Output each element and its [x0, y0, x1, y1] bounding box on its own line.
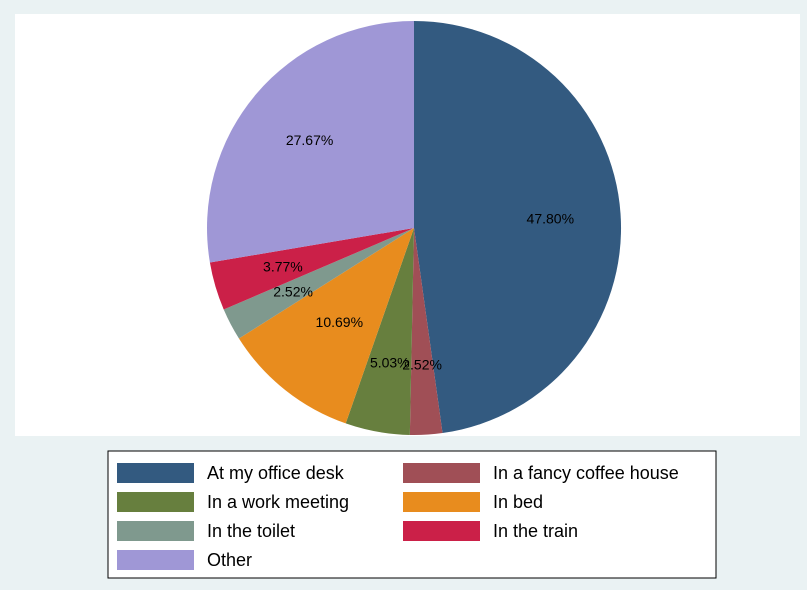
legend-swatch-other	[117, 550, 194, 570]
pie-slice-labels: 47.80%2.52%5.03%10.69%2.52%3.77%27.67%	[263, 132, 574, 373]
legend: At my office desk In a fancy coffee house…	[107, 450, 717, 579]
legend-swatch-in-the-train	[403, 521, 480, 541]
pie-slice-in-the-train	[209, 228, 414, 310]
legend-swatch-in-a-fancy-coffee-house	[403, 463, 480, 483]
pie-slice-in-the-toilet	[223, 228, 414, 339]
slice-label-in-the-toilet: 2.52%	[273, 284, 313, 300]
legend-swatch-in-the-toilet	[117, 521, 194, 541]
pie-slice-in-bed	[238, 228, 414, 424]
pie-slices	[207, 20, 622, 436]
legend-label-at-my-office-desk: At my office desk	[207, 463, 345, 483]
legend-swatch-in-a-work-meeting	[117, 492, 194, 512]
pie-slice-other	[207, 21, 414, 263]
slice-label-in-bed: 10.69%	[316, 314, 363, 330]
legend-swatch-at-my-office-desk	[117, 463, 194, 483]
pie-slice-at-my-office-desk	[414, 20, 622, 434]
pie-slice-in-a-fancy-coffee-house	[409, 228, 443, 436]
slice-label-in-the-train: 3.77%	[263, 259, 303, 275]
legend-label-other: Other	[207, 550, 252, 570]
slice-label-at-my-office-desk: 47.80%	[527, 211, 574, 227]
legend-swatch-in-bed	[403, 492, 480, 512]
slice-label-in-a-work-meeting: 5.03%	[370, 355, 410, 371]
slice-label-other: 27.67%	[286, 132, 333, 148]
legend-label-in-a-work-meeting: In a work meeting	[207, 492, 349, 512]
legend-label-in-a-fancy-coffee-house: In a fancy coffee house	[493, 463, 679, 483]
slice-label-in-a-fancy-coffee-house: 2.52%	[402, 356, 442, 372]
legend-label-in-the-toilet: In the toilet	[207, 521, 295, 541]
legend-label-in-the-train: In the train	[493, 521, 578, 541]
legend-label-in-bed: In bed	[493, 492, 543, 512]
pie-slice-in-a-work-meeting	[345, 228, 414, 435]
